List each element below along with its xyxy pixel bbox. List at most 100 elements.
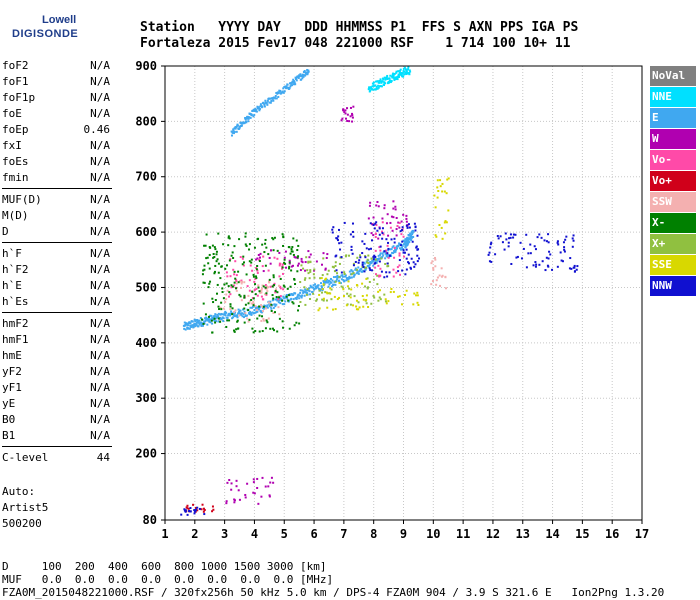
point — [551, 268, 554, 271]
point — [253, 246, 256, 249]
point — [291, 250, 294, 253]
point — [250, 299, 253, 302]
point — [385, 271, 388, 274]
point — [283, 256, 286, 259]
point — [346, 113, 349, 116]
point — [338, 242, 341, 245]
point — [225, 293, 228, 296]
point — [203, 281, 206, 284]
point — [403, 70, 406, 73]
point — [312, 284, 315, 287]
point — [405, 242, 408, 245]
point — [404, 238, 407, 241]
param-value: N/A — [90, 381, 110, 394]
point — [317, 309, 320, 312]
point — [260, 495, 263, 498]
point — [271, 237, 274, 240]
point — [401, 229, 404, 232]
point — [290, 81, 293, 84]
point — [494, 253, 497, 256]
divider — [2, 446, 112, 447]
point — [201, 273, 204, 276]
point — [244, 493, 247, 496]
point — [563, 250, 566, 253]
point — [350, 269, 353, 272]
param-value: N/A — [90, 171, 110, 184]
point — [262, 310, 265, 313]
point — [233, 329, 236, 332]
point — [213, 319, 216, 322]
point — [239, 295, 242, 298]
point — [221, 287, 224, 290]
point — [572, 266, 575, 269]
point — [230, 134, 233, 137]
point — [231, 251, 234, 254]
point — [272, 312, 275, 315]
point — [274, 291, 277, 294]
point — [352, 275, 355, 278]
point — [387, 249, 390, 252]
muf-row: MUF 0.0 0.0 0.0 0.0 0.0 0.0 0.0 0.0 [MHz… — [2, 573, 334, 586]
point — [248, 300, 251, 303]
point — [296, 270, 299, 273]
point — [352, 235, 355, 238]
param-row: foF1 N/A — [2, 74, 112, 90]
point — [364, 256, 367, 259]
point — [397, 244, 400, 247]
point — [382, 254, 385, 257]
point — [285, 295, 288, 298]
point — [220, 265, 223, 268]
point — [248, 248, 251, 251]
point — [266, 285, 269, 288]
point — [241, 263, 244, 266]
point — [238, 293, 241, 296]
point — [385, 222, 388, 225]
point — [431, 279, 434, 282]
point — [289, 285, 292, 288]
point — [387, 300, 390, 303]
point — [240, 279, 243, 282]
point — [246, 285, 249, 288]
point — [534, 261, 537, 264]
point — [270, 307, 273, 310]
point — [325, 280, 328, 283]
point — [351, 222, 354, 225]
point — [335, 278, 338, 281]
chart-points — [180, 66, 579, 516]
point — [301, 261, 304, 264]
point — [278, 275, 281, 278]
x-tick-label: 10 — [426, 527, 440, 541]
point — [289, 294, 292, 297]
param-group-1: foF2 N/A foF1 N/A foF1p N/A foE N/A foEp 0.46 fxI N… — [2, 58, 112, 186]
point — [331, 279, 334, 282]
point — [324, 267, 327, 270]
point — [343, 272, 346, 275]
point — [372, 295, 375, 298]
point — [305, 289, 308, 292]
point — [369, 260, 372, 263]
param-name: h`F2 — [2, 263, 29, 276]
point — [509, 233, 512, 236]
point — [293, 80, 296, 83]
point — [365, 266, 368, 269]
point — [265, 287, 268, 290]
point — [261, 305, 264, 308]
point — [267, 269, 270, 272]
point — [279, 302, 282, 305]
point — [333, 270, 336, 273]
point — [293, 324, 296, 327]
point — [255, 268, 258, 271]
point — [180, 513, 183, 516]
point — [385, 302, 388, 305]
point — [264, 307, 267, 310]
point — [233, 273, 236, 276]
point — [253, 113, 256, 116]
point — [370, 261, 373, 264]
point — [356, 271, 359, 274]
point — [209, 321, 212, 324]
point — [444, 220, 447, 223]
point — [297, 75, 300, 78]
point — [244, 312, 247, 315]
point — [200, 325, 203, 328]
point — [330, 288, 333, 291]
